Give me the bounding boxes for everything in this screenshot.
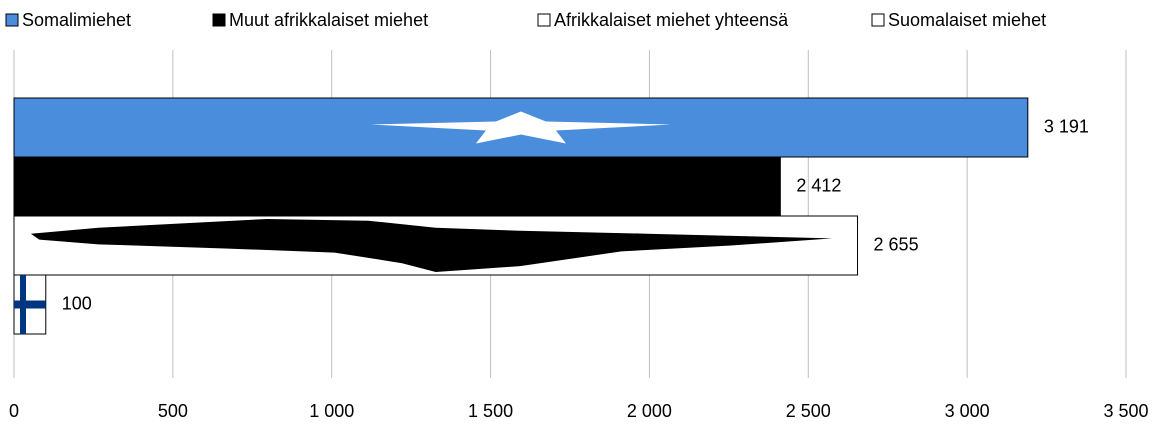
x-tick-label: 2 000: [627, 401, 672, 421]
map-decoration: [30, 218, 833, 273]
data-label: 3 191: [1044, 116, 1089, 136]
star-decoration: [370, 111, 671, 144]
legend-label: Suomalaiset miehet: [888, 10, 1046, 30]
x-tick-label: 1 000: [309, 401, 354, 421]
legend-label: Somalimiehet: [22, 10, 131, 30]
legend-label: Afrikkalaiset miehet yhteensä: [554, 10, 789, 30]
x-tick-label: 1 500: [468, 401, 513, 421]
legend-swatch: [871, 13, 885, 27]
x-tick-label: 500: [158, 401, 188, 421]
legend-swatch: [212, 13, 226, 27]
x-tick-label: 0: [9, 401, 19, 421]
bar: [13, 156, 781, 217]
x-tick-label: 3 000: [945, 401, 990, 421]
flag-cross: [14, 300, 46, 309]
x-tick-label: 2 500: [786, 401, 831, 421]
data-label: 2 412: [796, 175, 841, 195]
data-label: 2 655: [874, 234, 919, 254]
legend-label: Muut afrikkalaiset miehet: [229, 10, 428, 30]
data-label: 100: [62, 293, 92, 313]
x-tick-label: 3 500: [1103, 401, 1148, 421]
legend-swatch: [537, 13, 551, 27]
legend-swatch: [5, 13, 19, 27]
